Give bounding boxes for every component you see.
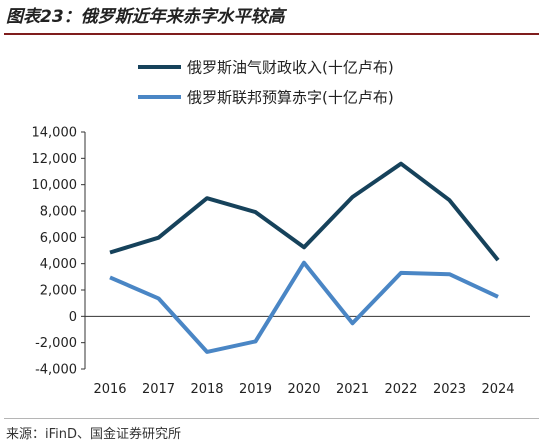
source-note: 来源：iFinD、国金证券研究所 — [6, 427, 182, 442]
y-axis: -4,000 -2,000 0 2,000 4,000 6,000 8,000 10,000 1… — [32, 126, 86, 378]
x-tick-label: 2019 — [239, 382, 272, 397]
x-tick-label: 2022 — [384, 382, 417, 397]
y-tick-label: -2,000 — [35, 336, 77, 351]
y-tick-label: 4,000 — [40, 257, 77, 272]
y-tick-label: 14,000 — [32, 126, 78, 141]
title-divider — [4, 33, 539, 35]
x-tick-label: 2016 — [93, 382, 126, 397]
y-tick-label: 6,000 — [40, 231, 77, 246]
y-tick-label: 2,000 — [40, 284, 77, 299]
series-line-1 — [109, 161, 500, 262]
chart-canvas: 俄罗斯油气财政收入(十亿卢布) 俄罗斯联邦预算赤字(十亿卢布) -4,000 -2,… — [32, 59, 530, 397]
legend-label-2: 俄罗斯联邦预算赤字(十亿卢布) — [187, 89, 394, 107]
x-tick-label: 2024 — [481, 382, 514, 397]
series-group — [109, 161, 500, 354]
series-line-2 — [109, 260, 499, 354]
y-tick-label: -4,000 — [35, 363, 77, 378]
legend: 俄罗斯油气财政收入(十亿卢布) 俄罗斯联邦预算赤字(十亿卢布) — [138, 59, 394, 107]
x-tick-label: 2017 — [142, 382, 175, 397]
y-tick-label: 10,000 — [32, 178, 78, 193]
x-tick-label: 2020 — [287, 382, 320, 397]
x-axis: 2016 2017 2018 2019 2020 2021 2022 2023 2024 — [93, 382, 514, 397]
y-tick-label: 0 — [69, 310, 77, 325]
x-tick-label: 2023 — [433, 382, 466, 397]
legend-label-1: 俄罗斯油气财政收入(十亿卢布) — [187, 59, 394, 77]
y-tick-label: 12,000 — [32, 152, 78, 167]
x-tick-label: 2021 — [336, 382, 369, 397]
source-divider — [4, 418, 539, 419]
x-tick-label: 2018 — [190, 382, 223, 397]
chart-title: 图表23：俄罗斯近年来赤字水平较高 — [6, 7, 285, 27]
y-tick-label: 8,000 — [40, 205, 77, 220]
